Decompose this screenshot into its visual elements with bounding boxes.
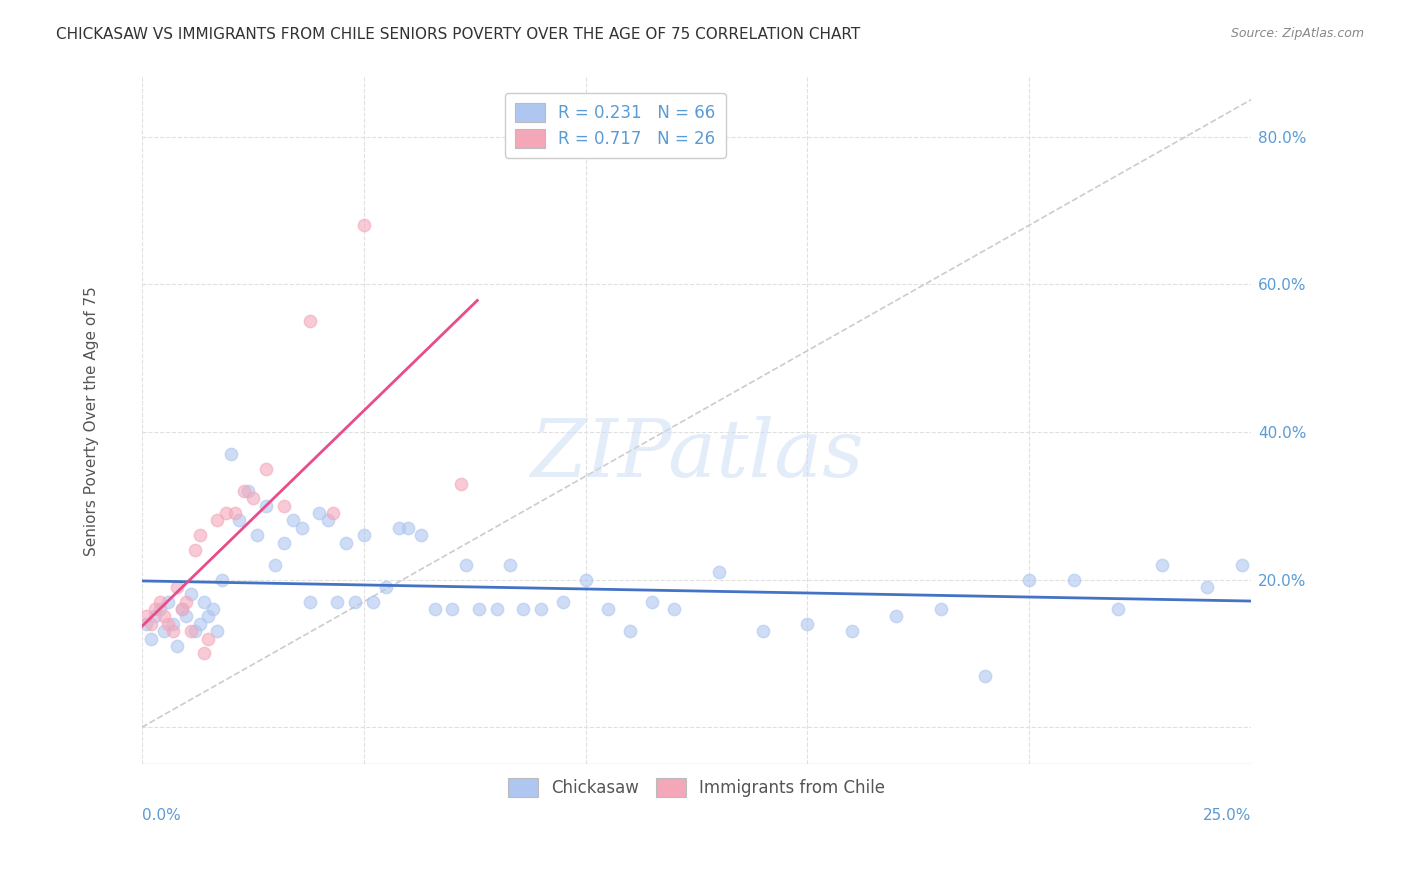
Point bbox=[188, 528, 211, 542]
Point bbox=[197, 632, 219, 646]
Point bbox=[1152, 558, 1174, 572]
Text: ZIPatlas: ZIPatlas bbox=[530, 417, 863, 494]
Point bbox=[374, 580, 396, 594]
Point bbox=[193, 647, 215, 661]
Point bbox=[441, 602, 464, 616]
Point bbox=[157, 616, 180, 631]
Point bbox=[219, 447, 242, 461]
Point bbox=[308, 506, 330, 520]
Point bbox=[135, 609, 157, 624]
Point bbox=[197, 609, 219, 624]
Point bbox=[149, 595, 172, 609]
Point bbox=[273, 535, 295, 549]
Point bbox=[530, 602, 553, 616]
Point bbox=[974, 668, 997, 682]
Point bbox=[242, 491, 264, 506]
Point bbox=[450, 476, 472, 491]
Point bbox=[929, 602, 952, 616]
Point bbox=[512, 602, 534, 616]
Point bbox=[143, 602, 166, 616]
Point bbox=[1195, 580, 1218, 594]
Point bbox=[796, 616, 818, 631]
Point bbox=[149, 602, 172, 616]
Point bbox=[184, 624, 207, 639]
Point bbox=[254, 499, 277, 513]
Point bbox=[316, 514, 339, 528]
Point bbox=[228, 514, 250, 528]
Point bbox=[353, 528, 375, 542]
Point bbox=[619, 624, 641, 639]
Point bbox=[411, 528, 433, 542]
Point bbox=[322, 506, 344, 520]
Point bbox=[326, 595, 349, 609]
Point bbox=[454, 558, 477, 572]
Point bbox=[299, 314, 322, 328]
Point bbox=[343, 595, 366, 609]
Point bbox=[499, 558, 522, 572]
Point bbox=[153, 624, 176, 639]
Point bbox=[157, 595, 180, 609]
Text: CHICKASAW VS IMMIGRANTS FROM CHILE SENIORS POVERTY OVER THE AGE OF 75 CORRELATIO: CHICKASAW VS IMMIGRANTS FROM CHILE SENIO… bbox=[56, 27, 860, 42]
Point bbox=[170, 602, 193, 616]
Point bbox=[254, 462, 277, 476]
Point bbox=[193, 595, 215, 609]
Point bbox=[139, 616, 162, 631]
Point bbox=[841, 624, 863, 639]
Point bbox=[135, 616, 157, 631]
Point bbox=[207, 624, 229, 639]
Point bbox=[485, 602, 508, 616]
Text: Source: ZipAtlas.com: Source: ZipAtlas.com bbox=[1230, 27, 1364, 40]
Point bbox=[1063, 573, 1085, 587]
Point bbox=[232, 483, 254, 498]
Point bbox=[174, 595, 197, 609]
Point bbox=[423, 602, 446, 616]
Point bbox=[707, 565, 730, 579]
Point bbox=[238, 483, 260, 498]
Point bbox=[180, 624, 202, 639]
Point bbox=[184, 543, 207, 558]
Point bbox=[207, 514, 229, 528]
Point bbox=[752, 624, 775, 639]
Point bbox=[162, 624, 184, 639]
Point bbox=[139, 632, 162, 646]
Point bbox=[299, 595, 322, 609]
Point bbox=[201, 602, 224, 616]
Point bbox=[468, 602, 491, 616]
Point bbox=[224, 506, 246, 520]
Point bbox=[211, 573, 233, 587]
Point bbox=[162, 616, 184, 631]
Point bbox=[1232, 558, 1254, 572]
Point bbox=[174, 609, 197, 624]
Point bbox=[396, 521, 419, 535]
Point bbox=[664, 602, 686, 616]
Point bbox=[166, 639, 188, 653]
Point bbox=[281, 514, 304, 528]
Point bbox=[1107, 602, 1129, 616]
Point bbox=[143, 609, 166, 624]
Text: 0.0%: 0.0% bbox=[142, 808, 180, 823]
Point bbox=[273, 499, 295, 513]
Point bbox=[553, 595, 575, 609]
Point bbox=[166, 580, 188, 594]
Point bbox=[170, 602, 193, 616]
Point bbox=[388, 521, 411, 535]
Point bbox=[290, 521, 312, 535]
Text: Seniors Poverty Over the Age of 75: Seniors Poverty Over the Age of 75 bbox=[84, 286, 100, 556]
Point bbox=[188, 616, 211, 631]
Point bbox=[1018, 573, 1040, 587]
Point bbox=[641, 595, 664, 609]
Point bbox=[153, 609, 176, 624]
Legend: Chickasaw, Immigrants from Chile: Chickasaw, Immigrants from Chile bbox=[502, 772, 891, 804]
Point bbox=[353, 218, 375, 232]
Point bbox=[335, 535, 357, 549]
Point bbox=[264, 558, 287, 572]
Point bbox=[361, 595, 384, 609]
Point bbox=[596, 602, 619, 616]
Point bbox=[215, 506, 238, 520]
Point bbox=[180, 587, 202, 601]
Point bbox=[246, 528, 269, 542]
Point bbox=[574, 573, 596, 587]
Point bbox=[884, 609, 907, 624]
Text: 25.0%: 25.0% bbox=[1202, 808, 1251, 823]
